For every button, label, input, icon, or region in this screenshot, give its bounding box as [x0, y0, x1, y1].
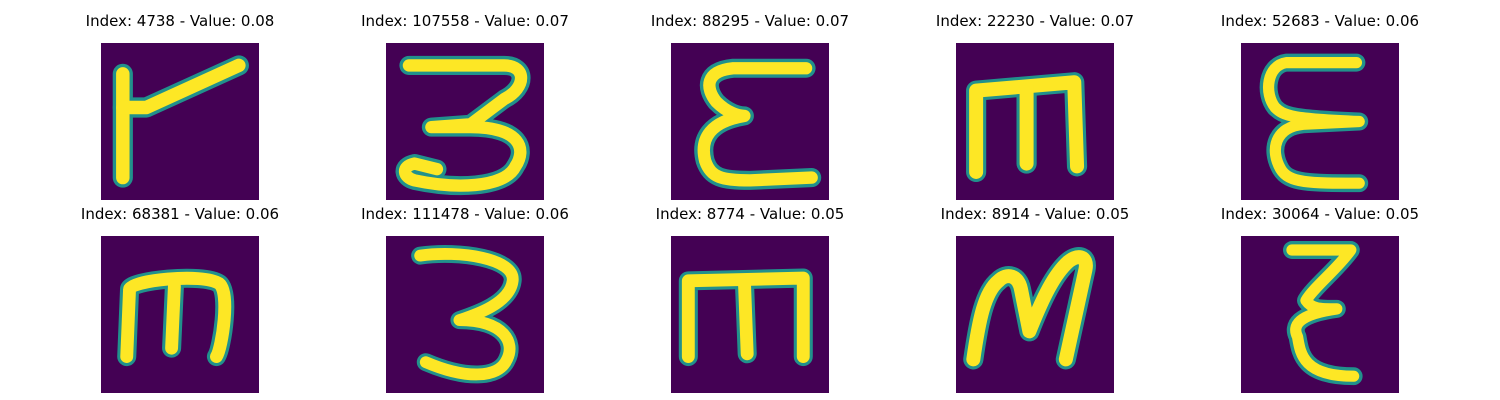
panel-8: Index: 8774 - Value: 0.05 [600, 202, 900, 392]
digit-image [101, 43, 259, 200]
glyph-M-icon [956, 236, 1114, 393]
glyph-epsilon-icon [671, 43, 829, 200]
panel-9: Index: 8914 - Value: 0.05 [885, 202, 1185, 392]
panel-title: Index: 68381 - Value: 0.06 [30, 202, 330, 226]
digit-image [1241, 236, 1399, 393]
panel-title: Index: 8774 - Value: 0.05 [600, 202, 900, 226]
digit-image [386, 236, 544, 393]
panel-1: Index: 4738 - Value: 0.08 [30, 9, 330, 199]
digit-image [101, 236, 259, 393]
digit-image [956, 236, 1114, 393]
panel-10: Index: 30064 - Value: 0.05 [1170, 202, 1470, 392]
glyph-3-icon [386, 43, 544, 200]
panel-title: Index: 30064 - Value: 0.05 [1170, 202, 1470, 226]
panel-title: Index: 88295 - Value: 0.07 [600, 9, 900, 33]
panel-3: Index: 88295 - Value: 0.07 [600, 9, 900, 199]
panel-title: Index: 8914 - Value: 0.05 [885, 202, 1185, 226]
digit-image [671, 236, 829, 393]
panel-title: Index: 22230 - Value: 0.07 [885, 9, 1185, 33]
panel-title: Index: 4738 - Value: 0.08 [30, 9, 330, 33]
panel-2: Index: 107558 - Value: 0.07 [315, 9, 615, 199]
panel-title: Index: 107558 - Value: 0.07 [315, 9, 615, 33]
panel-6: Index: 68381 - Value: 0.06 [30, 202, 330, 392]
glyph-3-icon [386, 236, 544, 393]
glyph-epsilon-icon [1241, 43, 1399, 200]
glyph-r-icon [101, 43, 259, 200]
glyph-m-icon [956, 43, 1114, 200]
digit-image [671, 43, 829, 200]
glyph-m-icon [671, 236, 829, 393]
glyph-m-icon [101, 236, 259, 393]
digit-image [386, 43, 544, 200]
panel-title: Index: 111478 - Value: 0.06 [315, 202, 615, 226]
panel-5: Index: 52683 - Value: 0.06 [1170, 9, 1470, 199]
glyph-epsilon-icon [1241, 236, 1399, 393]
panel-4: Index: 22230 - Value: 0.07 [885, 9, 1185, 199]
panel-title: Index: 52683 - Value: 0.06 [1170, 9, 1470, 33]
digit-image [1241, 43, 1399, 200]
panel-7: Index: 111478 - Value: 0.06 [315, 202, 615, 392]
digit-image [956, 43, 1114, 200]
